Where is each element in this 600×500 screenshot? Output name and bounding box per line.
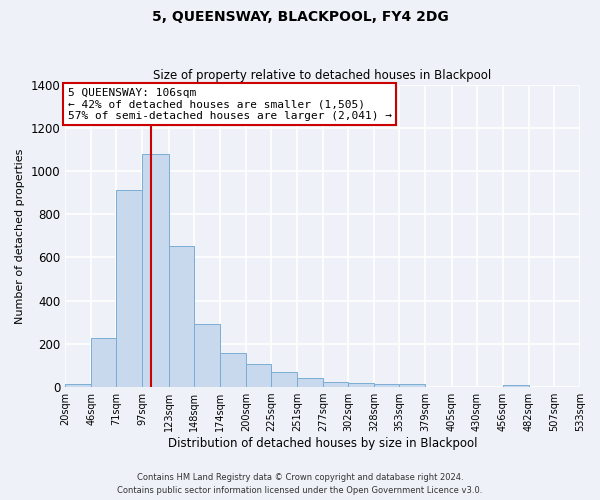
- Bar: [503, 385, 529, 387]
- X-axis label: Distribution of detached houses by size in Blackpool: Distribution of detached houses by size …: [168, 437, 478, 450]
- Text: Contains HM Land Registry data © Crown copyright and database right 2024.
Contai: Contains HM Land Registry data © Crown c…: [118, 474, 482, 495]
- Bar: [220, 353, 246, 387]
- Bar: [65, 384, 91, 387]
- Title: Size of property relative to detached houses in Blackpool: Size of property relative to detached ho…: [154, 69, 492, 82]
- Bar: [400, 384, 425, 387]
- Bar: [374, 384, 400, 387]
- Text: 5 QUEENSWAY: 106sqm
← 42% of detached houses are smaller (1,505)
57% of semi-det: 5 QUEENSWAY: 106sqm ← 42% of detached ho…: [68, 88, 392, 121]
- Bar: [194, 324, 220, 387]
- Bar: [142, 154, 169, 387]
- Bar: [116, 190, 142, 387]
- Y-axis label: Number of detached properties: Number of detached properties: [15, 148, 25, 324]
- Bar: [246, 364, 271, 387]
- Bar: [91, 338, 116, 387]
- Bar: [169, 246, 194, 387]
- Bar: [323, 382, 348, 387]
- Bar: [348, 383, 374, 387]
- Bar: [297, 378, 323, 387]
- Text: 5, QUEENSWAY, BLACKPOOL, FY4 2DG: 5, QUEENSWAY, BLACKPOOL, FY4 2DG: [152, 10, 448, 24]
- Bar: [271, 372, 297, 387]
